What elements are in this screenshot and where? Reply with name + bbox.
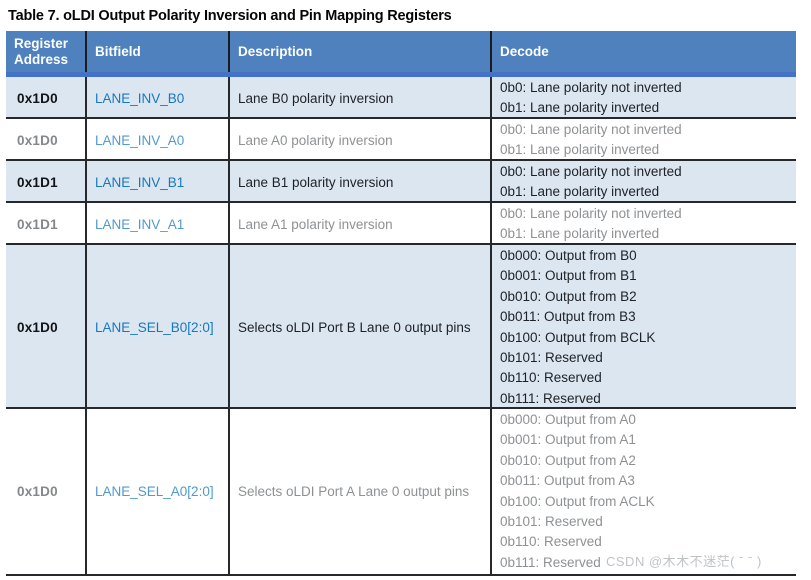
header-decode: Decode (490, 31, 796, 72)
bitfield-link[interactable]: LANE_SEL_A0[2:0] (95, 484, 214, 500)
decode-cell: 0b0: Lane polarity not inverted 0b1: Lan… (490, 203, 796, 246)
bitfield-link[interactable]: LANE_INV_A0 (95, 132, 185, 148)
bitfield-cell: LANE_SEL_B0[2:0] (85, 245, 228, 411)
register-address-cell: 0x1D0 (17, 90, 58, 106)
table-title: Table 7. oLDI Output Polarity Inversion … (8, 8, 452, 24)
bitfield-link[interactable]: LANE_INV_B1 (95, 174, 185, 190)
register-address-cell: 0x1D0 (17, 484, 58, 500)
register-address-cell: 0x1D1 (17, 174, 58, 190)
decode-cell: 0b0: Lane polarity not inverted 0b1: Lan… (490, 161, 796, 204)
decode-cell: 0b0: Lane polarity not inverted 0b1: Lan… (490, 119, 796, 162)
header-register-address: Register Address (14, 35, 69, 67)
table-row: 0x1D0 LANE_INV_A0 Lane A0 polarity inver… (6, 119, 796, 162)
header-accent-strip (6, 72, 796, 77)
table-row: 0x1D1 LANE_INV_B1 Lane B1 polarity inver… (6, 161, 796, 204)
decode-cell: 0b0: Lane polarity not inverted 0b1: Lan… (490, 77, 796, 120)
description-cell: Lane A1 polarity inversion (228, 203, 490, 246)
register-address-cell: 0x1D0 (17, 132, 58, 148)
table-row: 0x1D0 LANE_SEL_A0[2:0] Selects oLDI Port… (6, 409, 796, 576)
bitfield-link[interactable]: LANE_SEL_B0[2:0] (95, 320, 214, 336)
table-row: 0x1D0 LANE_SEL_B0[2:0] Selects oLDI Port… (6, 245, 796, 411)
table-row: 0x1D1 LANE_INV_A1 Lane A1 polarity inver… (6, 203, 796, 246)
bitfield-cell: LANE_SEL_A0[2:0] (85, 409, 228, 575)
bitfield-cell: LANE_INV_B0 (85, 77, 228, 120)
description-cell: Lane B1 polarity inversion (228, 161, 490, 204)
bitfield-cell: LANE_INV_A1 (85, 203, 228, 246)
bitfield-link[interactable]: LANE_INV_B0 (95, 90, 185, 106)
description-cell: Selects oLDI Port A Lane 0 output pins (228, 409, 490, 575)
register-address-cell: 0x1D1 (17, 216, 58, 232)
description-cell: Lane B0 polarity inversion (228, 77, 490, 120)
description-cell: Lane A0 polarity inversion (228, 119, 490, 162)
registers-table: Register Address Bitfield Description De… (6, 31, 796, 576)
register-address-cell: 0x1D0 (17, 320, 58, 336)
decode-cell: 0b000: Output from B0 0b001: Output from… (490, 245, 796, 411)
bitfield-cell: LANE_INV_A0 (85, 119, 228, 162)
description-cell: Selects oLDI Port B Lane 0 output pins (228, 245, 490, 411)
table-header-row: Register Address Bitfield Description De… (6, 31, 796, 72)
header-description: Description (228, 31, 490, 72)
decode-cell: 0b000: Output from A0 0b001: Output from… (490, 409, 796, 575)
header-bitfield: Bitfield (85, 31, 228, 72)
table-row: 0x1D0 LANE_INV_B0 Lane B0 polarity inver… (6, 77, 796, 120)
bitfield-cell: LANE_INV_B1 (85, 161, 228, 204)
bitfield-link[interactable]: LANE_INV_A1 (95, 216, 185, 232)
